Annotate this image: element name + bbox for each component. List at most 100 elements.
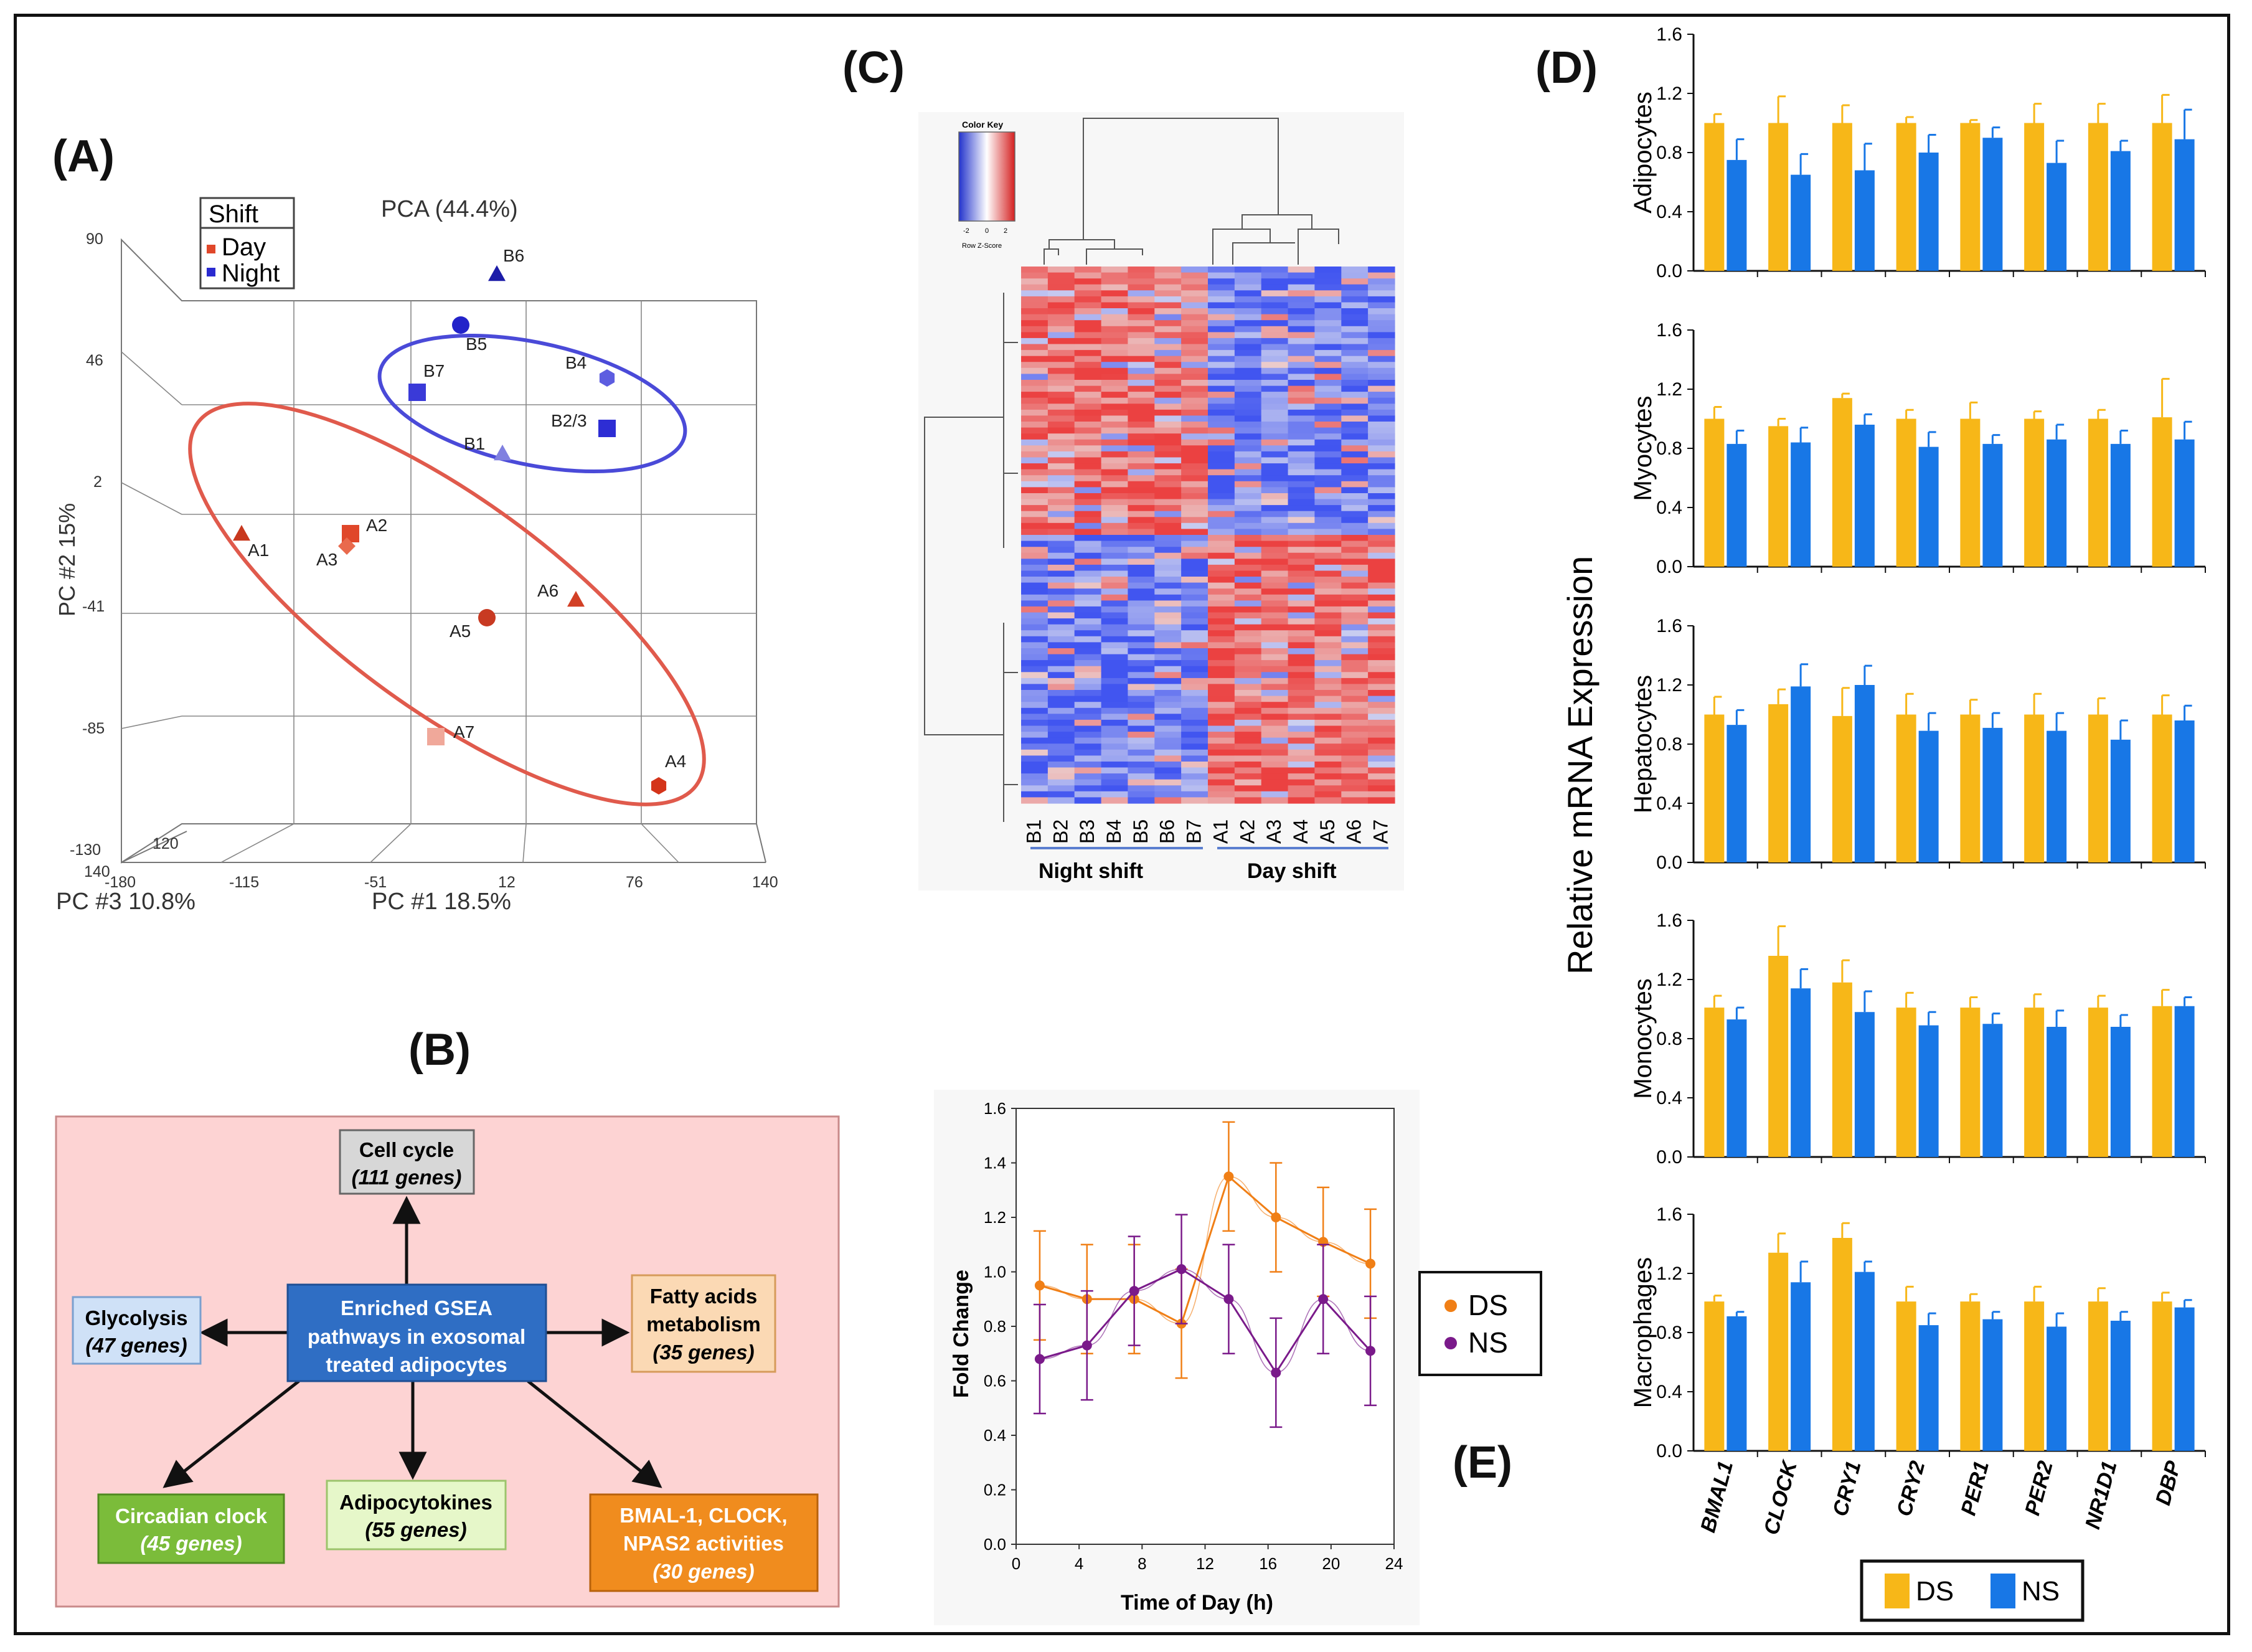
heatmap-cell xyxy=(1368,439,1395,446)
heatmap-cell xyxy=(1074,529,1102,536)
heatmap-cell xyxy=(1154,267,1182,273)
heatmap-cell xyxy=(1368,517,1395,524)
heatmap-cell xyxy=(1101,278,1129,285)
heatmap-cell xyxy=(1101,487,1129,494)
heatmap-cell xyxy=(1261,362,1289,369)
heatmap-cell xyxy=(1368,392,1395,399)
bar-ds xyxy=(1768,704,1789,862)
heatmap-cell xyxy=(1314,505,1342,512)
heatmap-cell xyxy=(1154,564,1182,572)
heatmap-cell xyxy=(1341,392,1369,399)
heatmap-cell xyxy=(1314,302,1342,309)
heatmap-cell xyxy=(1234,392,1262,399)
heatmap-cell xyxy=(1208,451,1235,458)
heatmap-cell xyxy=(1341,636,1369,643)
heatmap-cell xyxy=(1341,594,1369,601)
heatmap-cell xyxy=(1234,719,1262,727)
heatmap-cell xyxy=(1181,707,1208,714)
heatmap-cell xyxy=(1368,415,1395,422)
heatmap-cell xyxy=(1128,636,1155,643)
heatmap-cell xyxy=(1208,296,1235,303)
heatmap-cell xyxy=(1181,600,1208,607)
heatmap-cell xyxy=(1341,267,1369,273)
heatmap-cell xyxy=(1261,433,1289,440)
heatmap-cell xyxy=(1154,290,1182,297)
node-fatty-acids xyxy=(631,1274,776,1373)
heatmap-cell xyxy=(1288,636,1316,643)
bar-ns xyxy=(1918,1325,1939,1451)
heatmap-cell xyxy=(1368,636,1395,643)
heatmap-cell xyxy=(1021,422,1048,428)
bar-ns xyxy=(2174,720,2195,862)
pca-point-B1 xyxy=(494,445,511,461)
node-adipocytokines-name: Adipocytokines xyxy=(339,1491,492,1514)
heatmap-cell xyxy=(1368,547,1395,554)
heatmap-cell xyxy=(1208,445,1235,452)
heatmap-cell xyxy=(1208,684,1235,691)
heatmap-cell xyxy=(1341,564,1369,572)
heatmap-col-label: A2 xyxy=(1236,819,1258,844)
heatmap-cell xyxy=(1101,367,1129,374)
heatmap-cell xyxy=(1021,487,1048,494)
heatmap-cell xyxy=(1021,374,1048,380)
bar-ds xyxy=(1960,123,1981,271)
heatmap-cell xyxy=(1047,499,1075,506)
heatmap-cell xyxy=(1074,707,1102,714)
heatmap-cell xyxy=(1314,451,1342,458)
heatmap-cell xyxy=(1234,385,1262,392)
heatmap-cell xyxy=(1101,385,1129,392)
line-x-tick-label: 20 xyxy=(1322,1554,1340,1573)
heatmap-cell xyxy=(1154,493,1182,500)
heatmap-cell xyxy=(1368,732,1395,739)
bar-category-label: CRY2 xyxy=(1892,1458,1929,1519)
heatmap-cell xyxy=(1261,594,1289,601)
heatmap-cell xyxy=(1288,600,1316,607)
heatmap-cell xyxy=(1101,535,1129,542)
heatmap-cell xyxy=(1314,296,1342,303)
heatmap-cell xyxy=(1368,457,1395,464)
heatmap-cell xyxy=(1261,320,1289,327)
node-circadian xyxy=(97,1493,285,1564)
heatmap-cell xyxy=(1234,552,1262,559)
heatmap-cell xyxy=(1101,427,1129,434)
heatmap-cell xyxy=(1288,684,1316,691)
heatmap-cell xyxy=(1341,302,1369,309)
heatmap-cell xyxy=(1288,785,1316,792)
heatmap-cell xyxy=(1128,397,1155,404)
heatmap-cell xyxy=(1234,457,1262,464)
heatmap-cell xyxy=(1101,702,1129,709)
heatmap-cell xyxy=(1368,433,1395,440)
heatmap-cell xyxy=(1074,469,1102,476)
heatmap-cell xyxy=(1261,696,1289,702)
heatmap-cell xyxy=(1154,284,1182,291)
bar-ns xyxy=(1791,686,1811,862)
heatmap-cell xyxy=(1154,677,1182,685)
heatmap-cell xyxy=(1341,332,1369,339)
heatmap-cell xyxy=(1208,630,1235,637)
heatmap-cell xyxy=(1314,344,1342,351)
heatmap-cell xyxy=(1261,529,1289,536)
heatmap-cell xyxy=(1314,654,1342,661)
heatmap-cell xyxy=(1181,320,1208,327)
heatmap-cell xyxy=(1208,469,1235,476)
bar-ns xyxy=(2174,1006,2195,1157)
heatmap-cell xyxy=(1074,493,1102,500)
heatmap-cell xyxy=(1181,481,1208,488)
heatmap-cell xyxy=(1368,600,1395,607)
bar-ds xyxy=(1960,1008,1981,1157)
heatmap-cell xyxy=(1181,433,1208,440)
heatmap-cell xyxy=(1341,427,1369,434)
heatmap-cell xyxy=(1341,618,1369,625)
heatmap-cell xyxy=(1288,714,1316,720)
heatmap-cell xyxy=(1101,540,1129,547)
heatmap-cell xyxy=(1181,272,1208,279)
heatmap-cell xyxy=(1234,648,1262,655)
heatmap-cell xyxy=(1208,636,1235,643)
heatmap-cell xyxy=(1101,779,1129,786)
heatmap-cell xyxy=(1154,433,1182,440)
heatmap-cell xyxy=(1261,648,1289,655)
heatmap-cell xyxy=(1101,588,1129,595)
heatmap-cell xyxy=(1128,278,1155,285)
heatmap-cell xyxy=(1074,445,1102,452)
heatmap-cell xyxy=(1074,535,1102,542)
